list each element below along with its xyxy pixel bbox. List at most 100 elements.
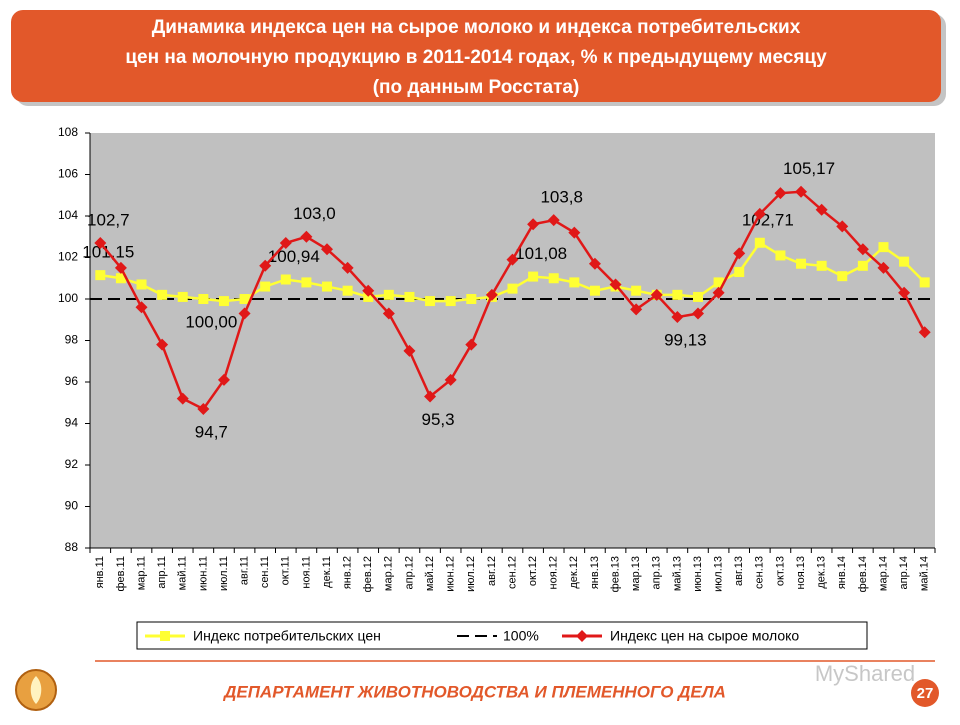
point <box>466 294 477 304</box>
x-tick-label: дек.13 <box>816 556 828 589</box>
point <box>672 289 683 300</box>
x-tick-label: сен.11 <box>259 556 271 588</box>
point <box>95 270 106 281</box>
point <box>692 291 703 302</box>
point <box>301 277 312 288</box>
point <box>218 296 229 307</box>
data-label: 103,8 <box>540 188 583 207</box>
point <box>444 373 457 386</box>
point <box>445 296 456 307</box>
data-label: 103,0 <box>293 204 336 223</box>
point <box>321 243 334 256</box>
page-number: 27 <box>917 685 934 702</box>
x-tick-label: окт.13 <box>774 556 786 586</box>
point <box>157 289 168 300</box>
point <box>650 288 663 301</box>
point <box>424 390 437 403</box>
point <box>198 294 209 304</box>
point <box>856 243 869 256</box>
point <box>569 277 580 288</box>
point <box>815 203 828 216</box>
point <box>382 307 395 320</box>
x-tick-label: ноя.13 <box>795 556 807 589</box>
point <box>589 285 600 296</box>
point <box>918 326 931 339</box>
x-tick-label: апр.11 <box>156 556 168 589</box>
x-tick-label: мар.11 <box>135 556 147 590</box>
x-tick-label: апр.14 <box>898 556 910 589</box>
data-label: 95,3 <box>422 410 455 429</box>
x-tick-label: фев.11 <box>115 556 127 592</box>
plot-area <box>90 133 935 548</box>
x-tick-label: июл.12 <box>465 556 477 592</box>
title-line: (по данным Росстата) <box>373 77 580 98</box>
point <box>898 286 911 299</box>
y-tick-label: 104 <box>58 208 78 222</box>
point <box>259 259 272 272</box>
point <box>425 296 436 307</box>
point <box>754 237 765 248</box>
point <box>837 271 848 282</box>
x-tick-label: янв.13 <box>589 556 601 589</box>
point <box>631 285 642 296</box>
point <box>734 267 745 278</box>
point <box>713 277 724 288</box>
department: ДЕПАРТАМЕНТ ЖИВОТНОВОДСТВА И ПЛЕМЕННОГО … <box>222 682 726 701</box>
y-tick-label: 100 <box>58 291 78 305</box>
x-tick-label: фев.14 <box>857 556 869 592</box>
legend-box <box>136 621 868 650</box>
point <box>527 218 540 231</box>
point <box>260 281 271 292</box>
legend-label: 100% <box>503 628 539 644</box>
point <box>857 260 868 271</box>
point <box>774 187 787 200</box>
point <box>197 402 210 415</box>
point <box>280 274 291 285</box>
point <box>796 258 807 269</box>
y-tick-label: 106 <box>58 167 78 181</box>
y-tick-label: 96 <box>65 374 79 388</box>
point <box>341 261 354 274</box>
point <box>919 277 930 288</box>
x-tick-label: сен.13 <box>754 556 766 589</box>
point <box>775 250 786 261</box>
point <box>485 288 498 301</box>
point <box>630 303 643 316</box>
y-tick-label: 90 <box>65 499 79 513</box>
point <box>547 214 560 227</box>
data-label: 100,00 <box>185 312 237 331</box>
y-tick-label: 88 <box>65 540 79 554</box>
point <box>279 236 292 249</box>
x-tick-label: дек.11 <box>321 556 333 588</box>
x-tick-label: ноя.12 <box>548 556 560 589</box>
x-tick-label: окт.12 <box>527 556 539 586</box>
y-tick-label: 102 <box>58 250 78 264</box>
point <box>217 373 230 386</box>
title-line: Динамика индекса цен на сырое молоко и и… <box>152 17 801 38</box>
y-tick-label: 92 <box>65 457 79 471</box>
point <box>363 291 374 302</box>
x-tick-label: июн.13 <box>692 556 704 592</box>
x-tick-label: авг.11 <box>238 556 250 585</box>
x-tick-label: янв.11 <box>94 556 106 588</box>
data-label: 99,13 <box>664 331 707 350</box>
point <box>753 207 766 220</box>
point <box>239 294 250 304</box>
point <box>691 307 704 320</box>
x-tick-label: авг.13 <box>733 556 745 586</box>
point <box>404 291 415 302</box>
point <box>114 261 127 274</box>
data-label: 102,71 <box>742 210 794 229</box>
page-badge <box>911 679 939 707</box>
point <box>176 392 189 405</box>
point <box>177 291 188 302</box>
x-tick-label: мар.14 <box>877 556 889 591</box>
point <box>403 344 416 357</box>
legend-label: Индекс потребительских цен <box>193 628 381 644</box>
x-tick-label: ноя.11 <box>300 556 312 589</box>
logo-leaf <box>30 676 42 704</box>
point <box>712 286 725 299</box>
legend-swatch <box>576 630 588 642</box>
legend-label: Индекс цен на сырое молоко <box>610 628 799 644</box>
